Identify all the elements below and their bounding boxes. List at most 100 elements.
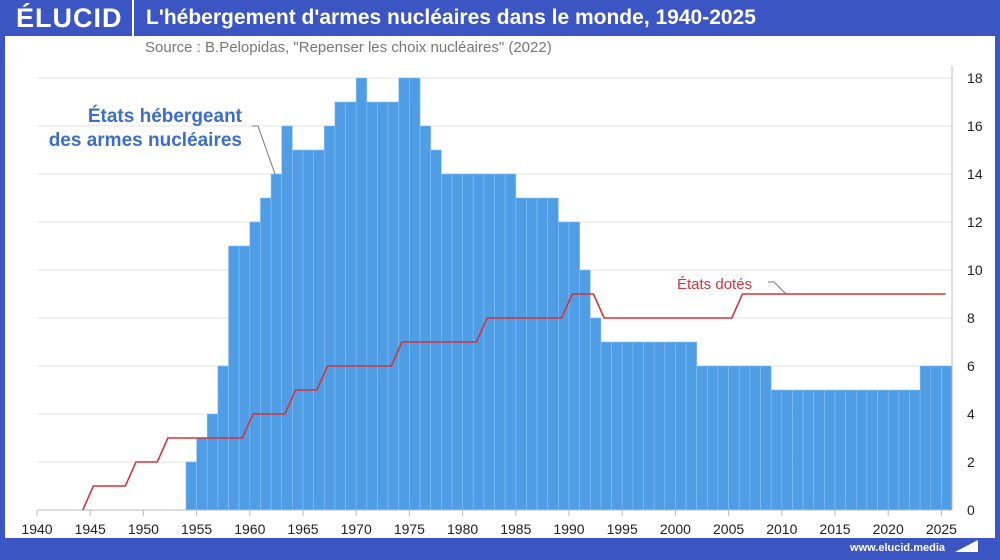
x-tick-label: 1965 (287, 521, 318, 537)
x-tick-label: 1985 (500, 521, 531, 537)
bar (664, 341, 676, 511)
x-tick-label: 1980 (447, 521, 478, 537)
bar (781, 389, 793, 511)
bar (536, 197, 549, 511)
bar (834, 389, 846, 511)
bar (760, 365, 772, 511)
x-tick-label: 2020 (873, 521, 904, 537)
elucid-logo: ÉLUCID (16, 3, 123, 33)
bar (770, 389, 783, 511)
bar (802, 389, 815, 511)
bar (568, 221, 580, 511)
bar (930, 365, 942, 511)
bar (238, 245, 251, 511)
bar (728, 365, 740, 511)
header: ÉLUCID L'hébergement d'armes nucléaires … (0, 0, 1000, 36)
y-tick-label: 18 (967, 70, 983, 86)
x-tick-label: 1960 (234, 521, 265, 537)
x-tick-label: 2025 (926, 521, 957, 537)
series-label-bars: États hébergeant (88, 105, 243, 127)
bar (749, 365, 761, 511)
bar (589, 317, 602, 511)
x-tick-label: 2015 (819, 521, 850, 537)
bar (898, 389, 910, 511)
bar (292, 149, 304, 511)
bar (430, 149, 442, 511)
chart-title: L'hébergement d'armes nucléaires dans le… (146, 6, 756, 29)
x-tick-label: 1955 (181, 521, 212, 537)
bar (887, 389, 900, 511)
bar (855, 389, 868, 511)
bar (621, 341, 634, 511)
bar (249, 221, 261, 511)
bar (909, 389, 921, 511)
x-tick-label: 1995 (607, 521, 638, 537)
x-tick-label: 1940 (21, 521, 52, 537)
bar (483, 173, 495, 511)
bar (409, 77, 421, 511)
bar (196, 437, 208, 511)
bar (228, 245, 240, 511)
y-tick-label: 8 (967, 310, 975, 326)
series-label-bars: des armes nucléaires (49, 130, 242, 151)
bar (260, 197, 272, 511)
bar (845, 389, 857, 511)
bar (387, 101, 400, 511)
bar (345, 101, 357, 511)
x-tick-label: 1950 (128, 521, 159, 537)
y-tick-label: 12 (967, 214, 983, 230)
bar (558, 221, 570, 511)
bar (547, 197, 559, 511)
leader-line (768, 281, 787, 295)
bar (302, 149, 314, 511)
y-tick-label: 16 (967, 118, 983, 134)
bar (579, 269, 591, 511)
bar (643, 341, 655, 511)
y-tick-label: 14 (967, 166, 983, 182)
x-tick-label: 1990 (553, 521, 584, 537)
x-tick-label: 1970 (341, 521, 372, 537)
bar (355, 77, 368, 511)
leader-line (252, 125, 276, 175)
bar (366, 101, 378, 511)
bar (717, 365, 729, 511)
y-tick-label: 6 (967, 358, 975, 374)
bar (334, 101, 346, 511)
bar (813, 389, 825, 511)
bar (494, 173, 506, 511)
bar (281, 125, 293, 511)
bar (515, 197, 527, 511)
bar (792, 389, 804, 511)
bar (675, 341, 687, 511)
bar (696, 365, 708, 511)
bar (707, 365, 719, 511)
bar (398, 77, 410, 511)
bar (919, 365, 932, 511)
bar (632, 341, 644, 511)
bar (185, 461, 197, 511)
x-tick-label: 2000 (660, 521, 691, 537)
x-tick-label: 2010 (766, 521, 797, 537)
y-tick-label: 4 (967, 406, 975, 422)
bar (377, 101, 389, 511)
footer-url[interactable]: www.elucid.media (850, 542, 945, 554)
series-line-etats-dotes (82, 293, 946, 511)
bar (941, 365, 953, 511)
bar (738, 365, 751, 511)
series-label-line: États dotés (677, 276, 752, 293)
x-tick-label: 1945 (75, 521, 106, 537)
y-tick-label: 0 (967, 502, 975, 518)
y-tick-label: 2 (967, 454, 975, 470)
bar (270, 173, 283, 511)
y-tick-label: 10 (967, 262, 983, 278)
x-tick-label: 2005 (713, 521, 744, 537)
bar (877, 389, 889, 511)
bar (419, 125, 431, 511)
chart-source: Source : B.Pelopidas, "Repenser les choi… (145, 39, 552, 56)
bar (866, 389, 878, 511)
bar (685, 341, 697, 511)
bar (313, 149, 325, 511)
x-tick-label: 1975 (394, 521, 425, 537)
bar (323, 125, 336, 511)
